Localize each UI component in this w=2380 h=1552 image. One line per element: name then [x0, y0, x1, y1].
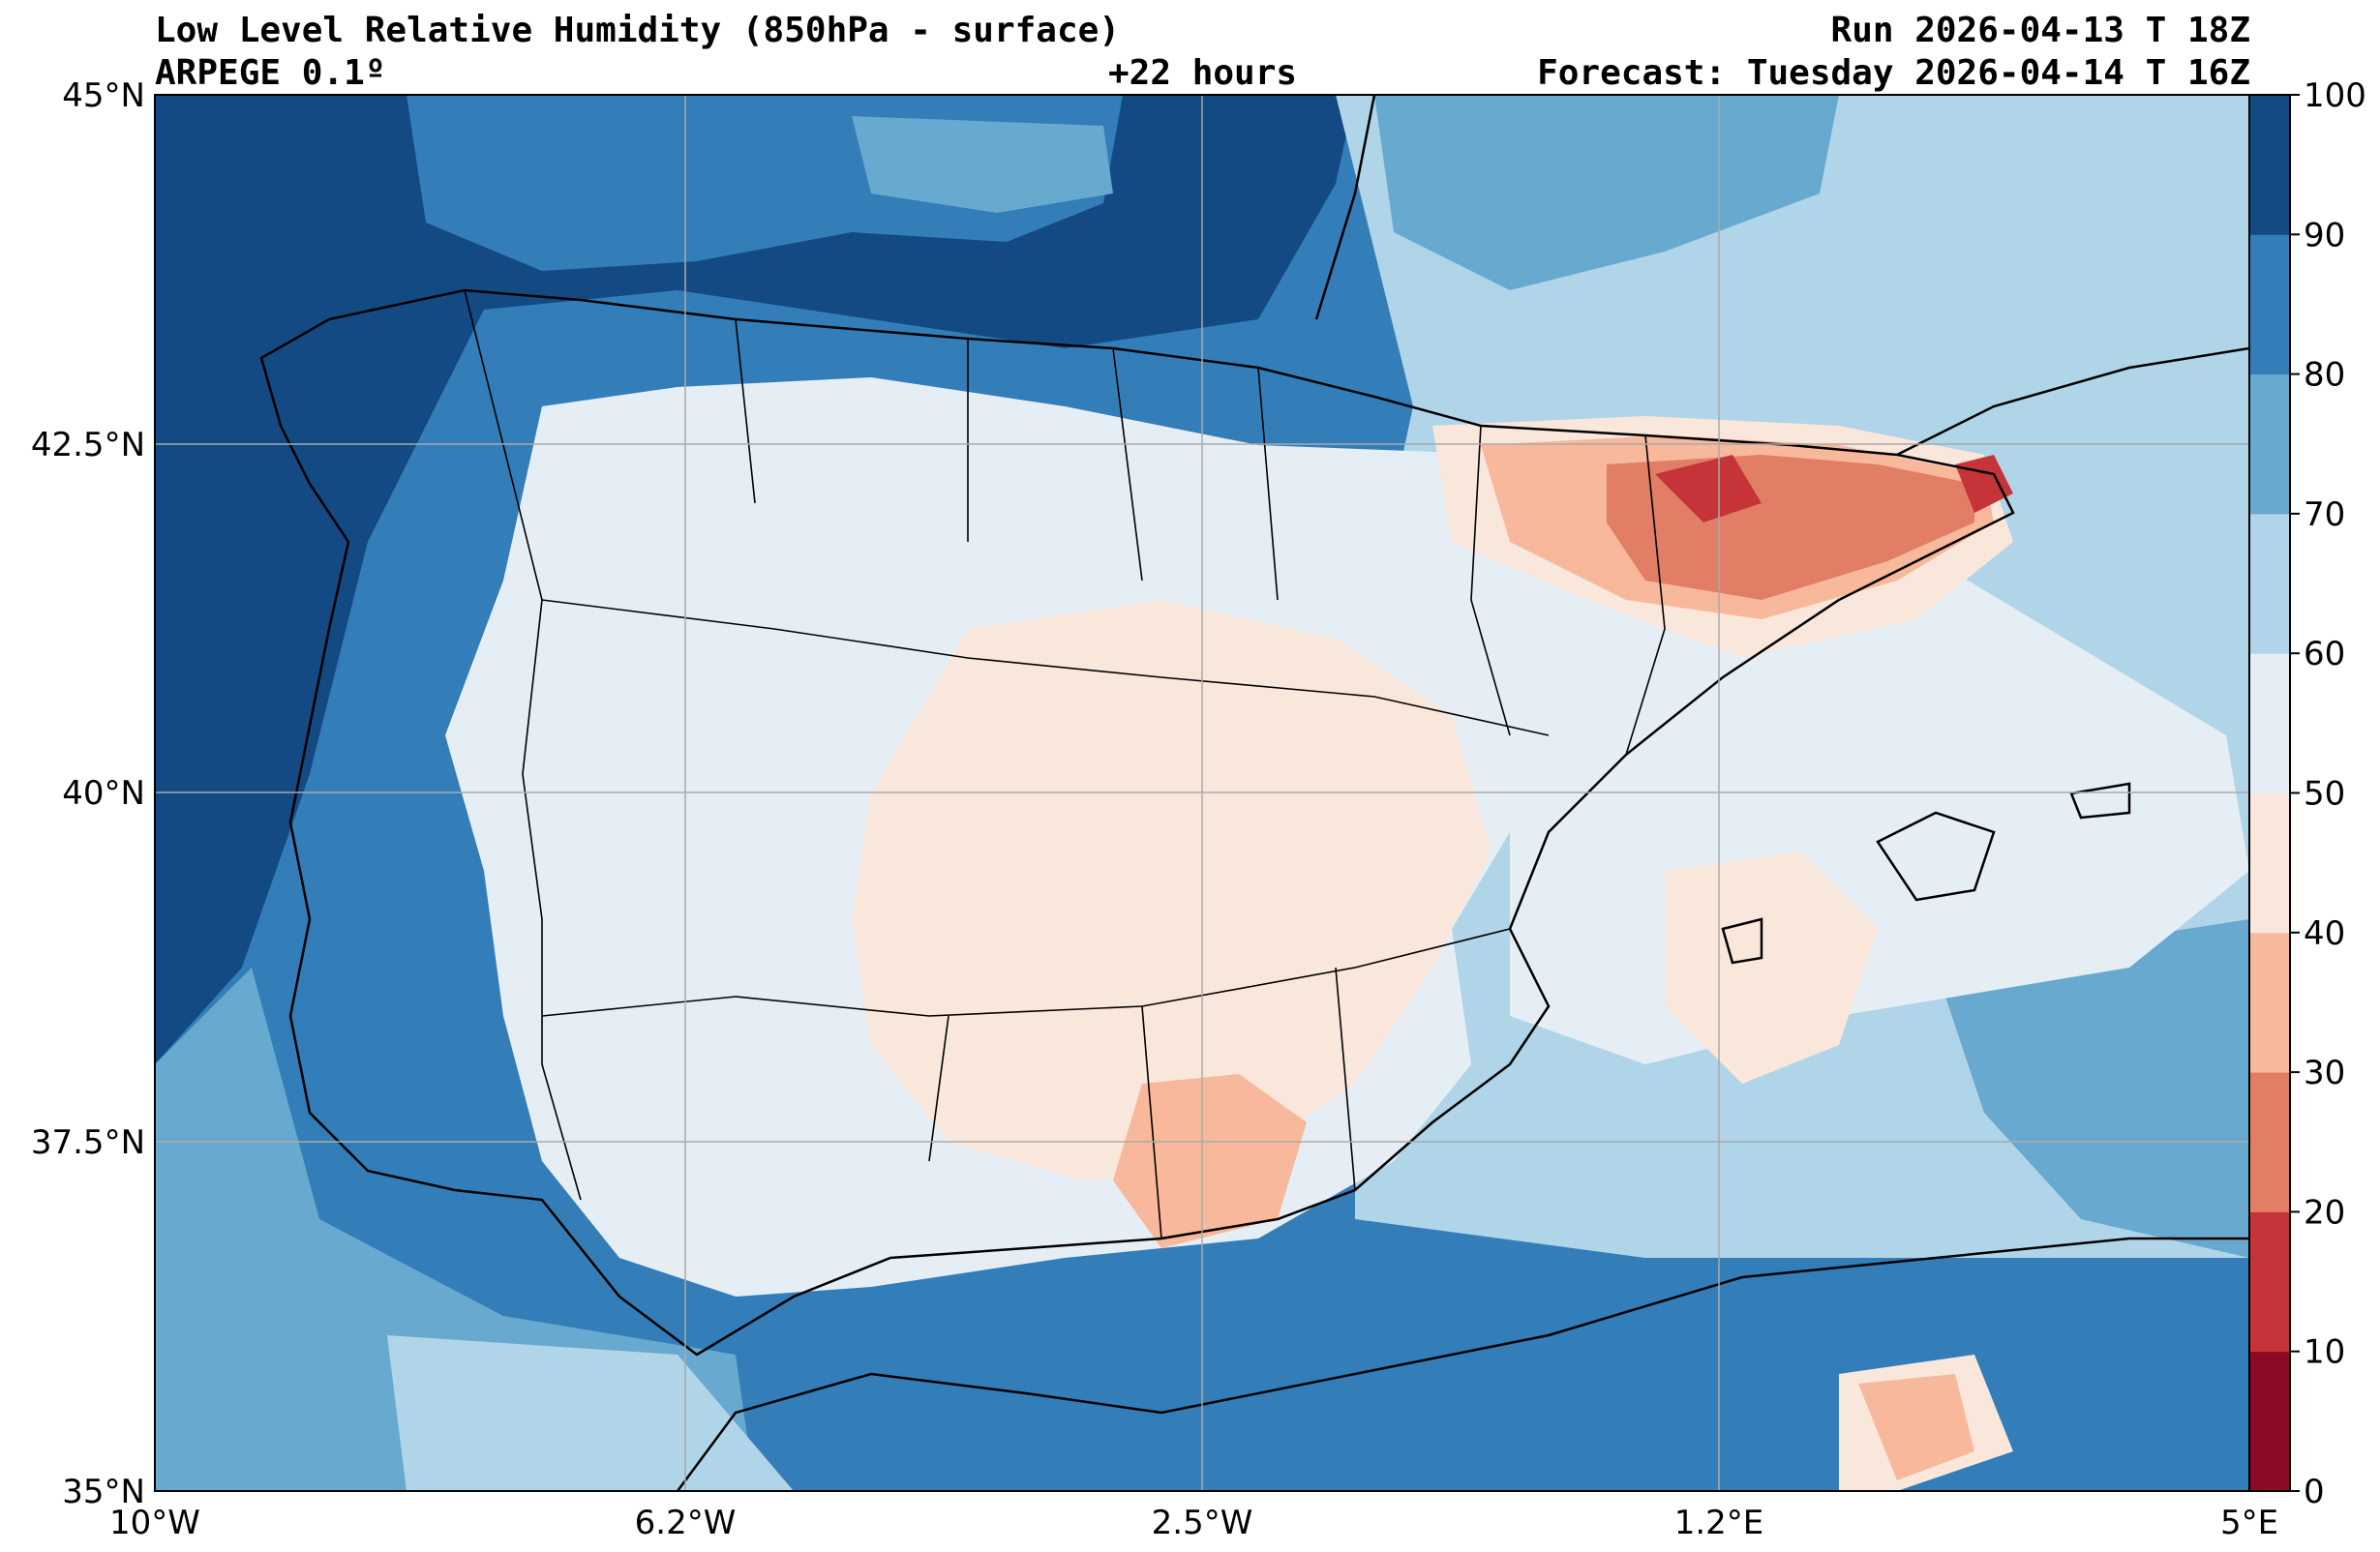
y-tick-label: 37.5°N: [31, 1123, 145, 1162]
coastline-ibiza: [1721, 917, 1763, 965]
colorbar-tick-label: 10: [2304, 1333, 2345, 1372]
colorbar-segment: [2249, 1072, 2290, 1212]
coastline-iberia: [259, 288, 2015, 1357]
colorbar-tick-label: 80: [2304, 356, 2345, 395]
coastline-africa: [676, 1237, 2249, 1491]
field-atlantic-wet: [155, 95, 1355, 1064]
colorbar-segment: [2249, 1211, 2290, 1353]
colorbar-tick-label: 60: [2304, 635, 2345, 673]
colorbar-segment: [2249, 1351, 2290, 1492]
x-tick-label: 2.5°W: [1152, 1504, 1253, 1542]
y-tick-label: 35°N: [62, 1473, 145, 1511]
colorbar-tick-label: 70: [2304, 495, 2345, 534]
forecast-time: Forecast: Tuesday 2026-04-14 T 16Z: [1537, 53, 2250, 93]
x-tick-label: 10°W: [109, 1504, 200, 1542]
border-regions-north: [735, 318, 1279, 601]
x-tick-label: 6.2°W: [635, 1504, 737, 1542]
coastline-france: [1314, 95, 2249, 457]
lead-time: +22 hours: [1108, 53, 1298, 93]
field-ebro-10: [1655, 455, 1762, 522]
map-title: Low Level Relative Humidity (850hPa - su…: [155, 11, 1120, 50]
coastline-menorca: [2069, 782, 2131, 820]
colorbar-segment: [2249, 513, 2290, 654]
colorbar-tick-label: 30: [2304, 1054, 2345, 1092]
field-balear-dry: [1665, 851, 1878, 1084]
colorbar-tick-label: 90: [2304, 216, 2345, 254]
coastlines: [259, 95, 2249, 1491]
field-sw-ocean-2: [387, 1335, 794, 1491]
y-axis-ticks: 45°N 42.5°N 40°N 37.5°N 35°N: [31, 76, 145, 1511]
field-central-dry: [852, 600, 1491, 1180]
border-aragon: [1470, 425, 1666, 756]
y-tick-label: 42.5°N: [31, 426, 145, 464]
colorbar-segment: [2249, 653, 2290, 793]
border-andalusia: [928, 967, 1356, 1239]
run-time: Run 2026-04-13 T 18Z: [1830, 11, 2250, 50]
colorbar-segment: [2249, 373, 2290, 515]
x-tick-label: 5°E: [2220, 1504, 2278, 1542]
graticule: [155, 95, 2249, 1491]
y-tick-label: 40°N: [62, 774, 145, 813]
border-regions-central: [541, 599, 1550, 736]
field-france-wet: [1374, 95, 1839, 290]
y-tick-label: 45°N: [62, 76, 145, 115]
field-south-30: [1858, 1374, 1974, 1480]
x-axis-ticks: 10°W 6.2°W 2.5°W 1.2°E 5°E: [109, 1504, 2278, 1542]
colorbar-segment: [2249, 234, 2290, 375]
colorbar-tick-label: 100: [2304, 76, 2366, 115]
coastline-mallorca: [1876, 811, 1996, 902]
border-portugal: [464, 289, 582, 1201]
x-tick-label: 1.2°E: [1674, 1504, 1764, 1542]
colorbar-tick-label: 0: [2304, 1473, 2325, 1511]
colorbar-segment: [2249, 792, 2290, 934]
colorbar-tick-label: 50: [2304, 775, 2345, 814]
colorbar: 0 10 20 30 40 50 60 70 80 90 100: [2248, 76, 2366, 1511]
border-regions-south: [541, 928, 1511, 1017]
colorbar-tick-label: 20: [2304, 1193, 2345, 1232]
model-name: ARPEGE 0.1º: [155, 53, 386, 93]
colorbar-segment: [2249, 95, 2290, 235]
colorbar-segment: [2249, 932, 2290, 1073]
field-sierra-30: [1113, 1074, 1307, 1248]
region-borders: [464, 289, 1666, 1239]
field-bay-mid: [852, 116, 1113, 213]
colorbar-tick-label: 40: [2304, 914, 2345, 953]
field-med-wet: [1936, 919, 2249, 1258]
